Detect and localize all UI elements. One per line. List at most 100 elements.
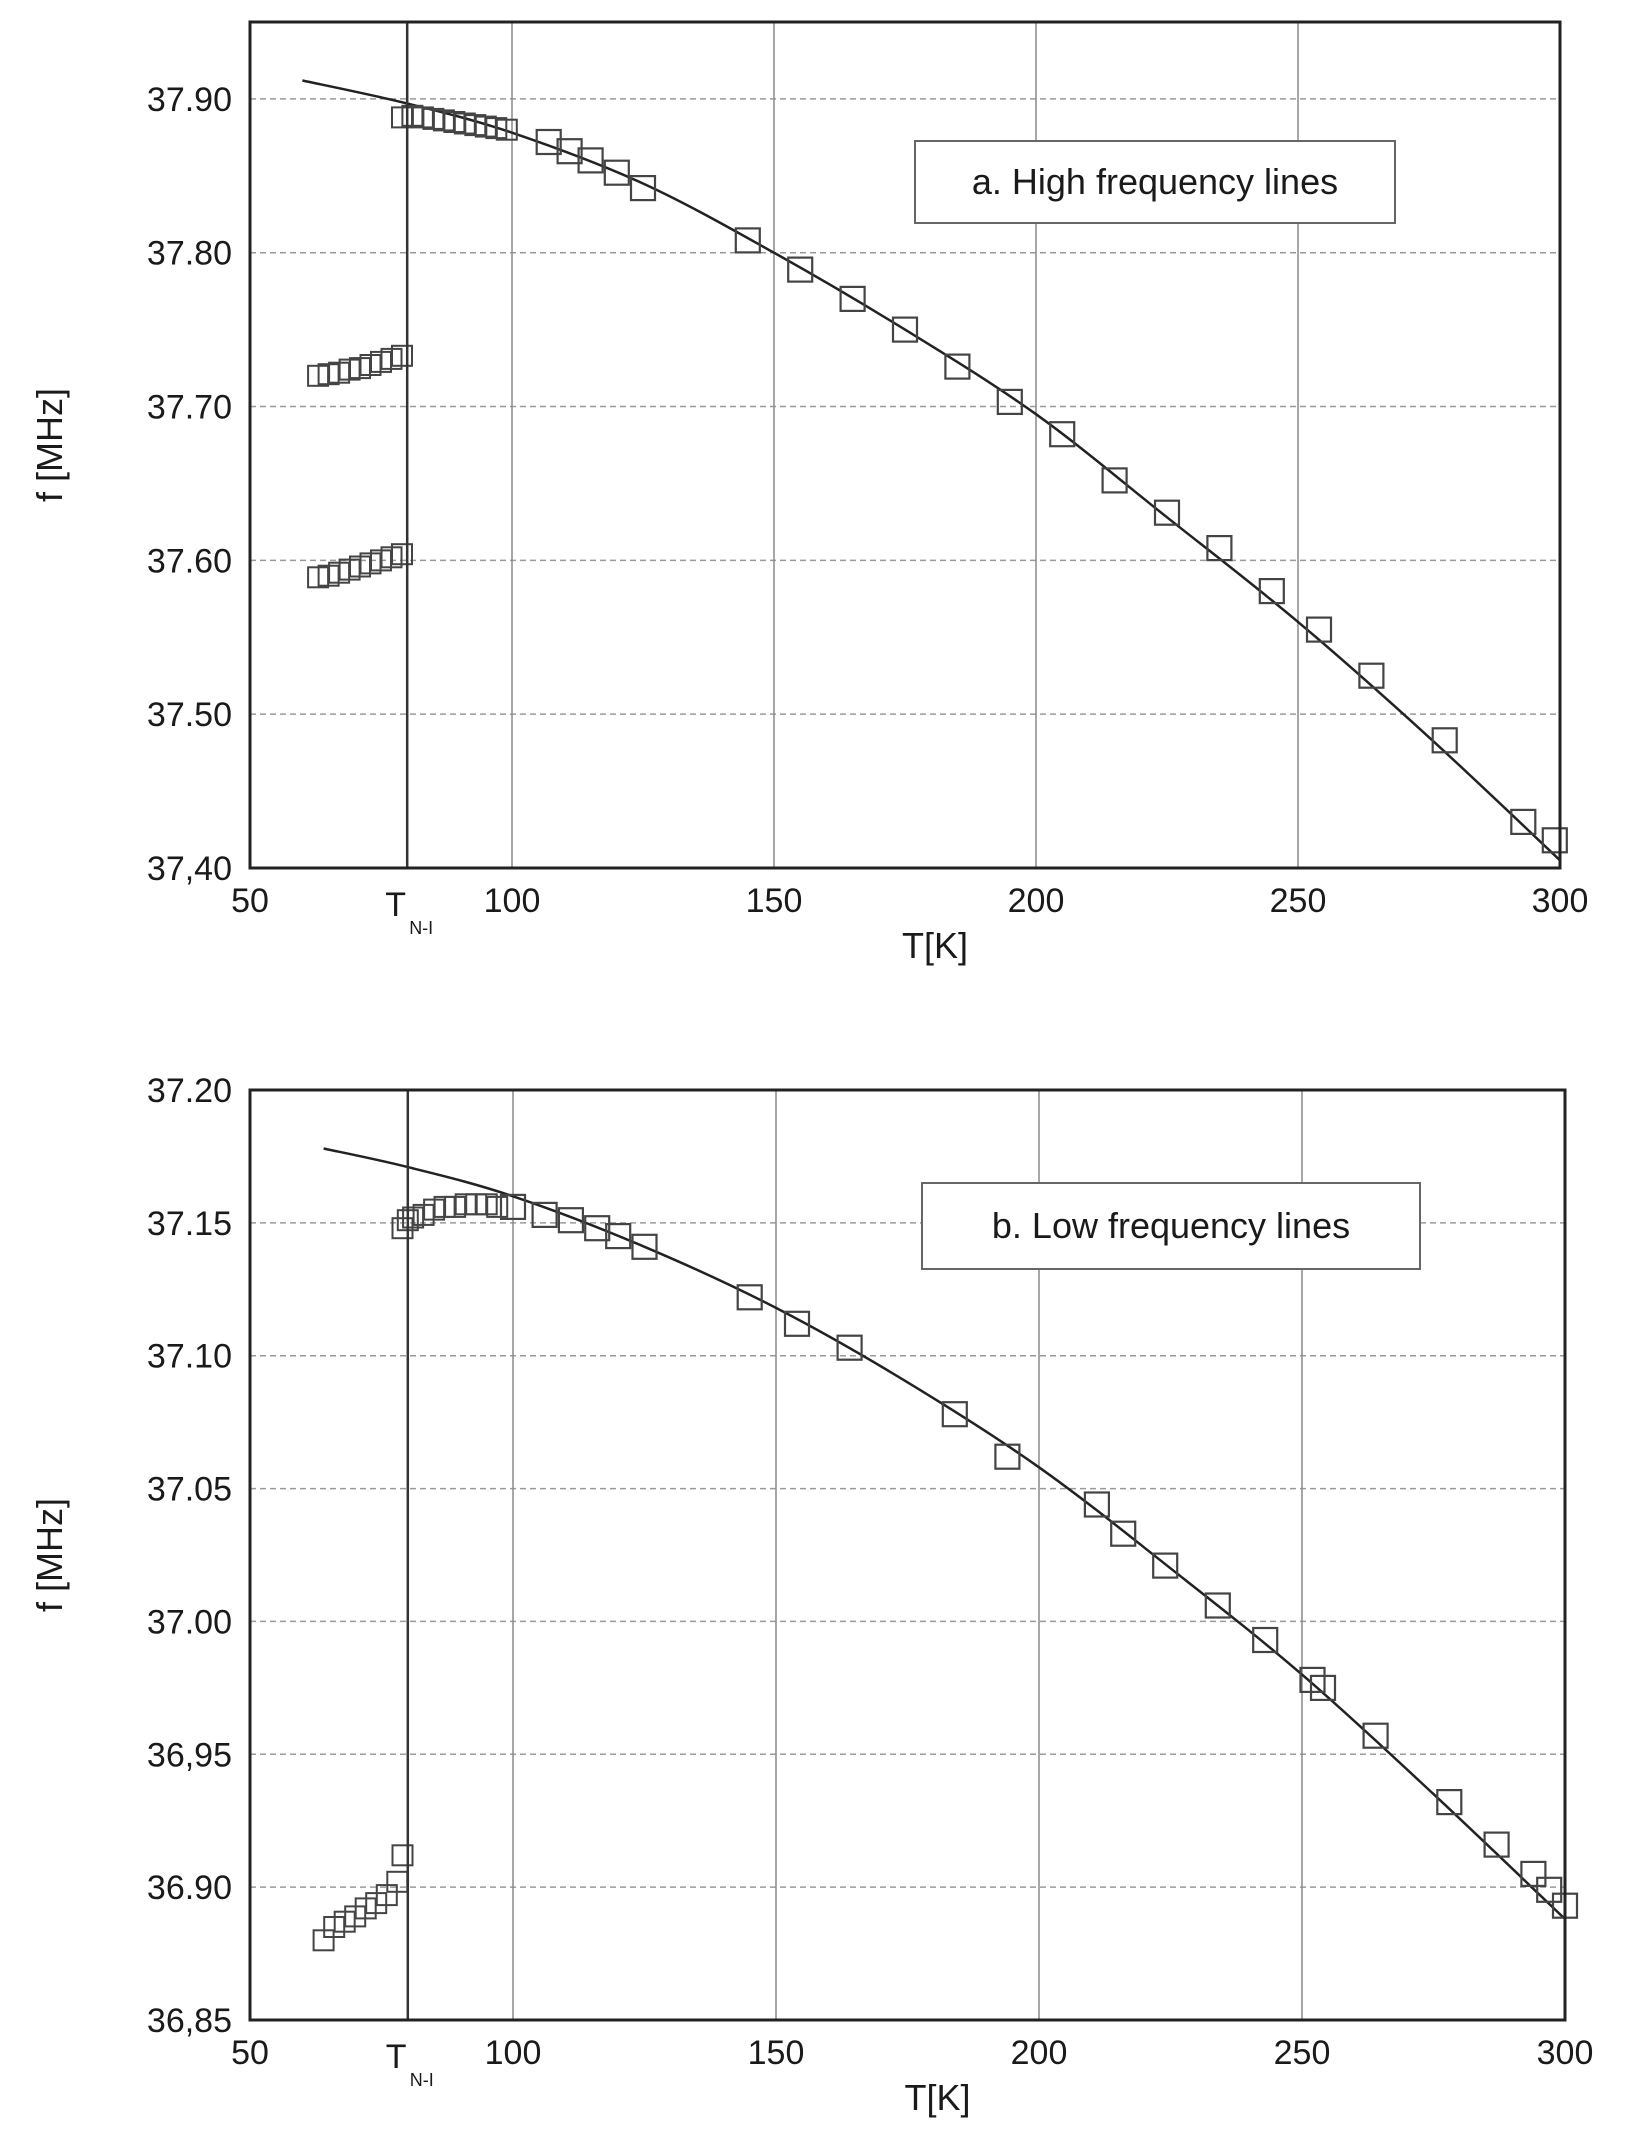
data-point-main	[1258, 577, 1285, 605]
data-point-main	[1536, 1876, 1563, 1903]
data-point-main	[891, 316, 919, 343]
data-point-main	[1204, 1592, 1231, 1619]
plot-frame	[248, 20, 1562, 870]
x-tick-label: 300	[1532, 882, 1589, 920]
data-point-main	[1206, 534, 1233, 562]
data-markers	[312, 1193, 1579, 1952]
x-tick-label: 50	[231, 2034, 269, 2072]
y-tick-label: 36,85	[147, 2002, 232, 2040]
x-tick-label: 150	[746, 882, 803, 920]
transition-label-subscript: N-I	[410, 2070, 434, 2090]
data-point-main	[1299, 1666, 1326, 1694]
data-point-main	[531, 1201, 558, 1229]
y-tick-label: 37.80	[147, 235, 232, 273]
x-tick-label: 50	[231, 882, 269, 920]
data-point-main	[1510, 808, 1537, 836]
x-tick-label: 300	[1537, 2034, 1594, 2072]
x-tick-label: 200	[1008, 882, 1065, 920]
data-point-main	[736, 1284, 763, 1311]
legend-box: b. Low frequency lines	[921, 1182, 1421, 1270]
chart-panel-a: 37,40 37.50 37.60 37.70 37.80 37.90 50 100 150 2…	[29, 20, 1588, 966]
y-tick-label: 37.10	[147, 1338, 232, 1376]
data-point-main	[584, 1215, 611, 1242]
data-point-main	[603, 159, 630, 186]
data-point-main	[1309, 1674, 1337, 1702]
y-tick-label: 37.20	[147, 1072, 232, 1110]
data-point-main	[557, 1207, 585, 1234]
data-point-main	[1252, 1626, 1279, 1654]
data-markers	[307, 104, 1568, 854]
data-point-main	[944, 353, 971, 380]
data-point-main	[1541, 827, 1568, 854]
transition-label-subscript: N-I	[409, 918, 433, 938]
x-tick-label: 200	[1011, 2034, 1068, 2072]
legend-frame	[914, 140, 1396, 224]
x-tick-label: 100	[485, 2034, 542, 2072]
data-point-split-upper	[391, 344, 413, 367]
y-tick-label: 37.50	[147, 696, 232, 734]
data-point-main	[577, 147, 604, 174]
y-tick-label: 37.60	[147, 542, 232, 580]
y-tick-label: 37.90	[147, 81, 232, 119]
x-tick-label: 250	[1274, 2034, 1331, 2072]
chart-title: b. Low frequency lines	[992, 1205, 1350, 1246]
y-tick-label: 37.00	[147, 1603, 232, 1641]
y-tick-label: 36,95	[147, 1736, 232, 1774]
data-point-main	[994, 1443, 1021, 1470]
data-point-main	[1049, 421, 1076, 448]
data-point-main	[629, 175, 657, 202]
x-tick-label: 100	[484, 882, 541, 920]
y-axis-label: f [MHz]	[29, 388, 70, 502]
x-tick-label: 150	[748, 2034, 805, 2072]
data-point-main	[495, 118, 518, 141]
data-point-main	[996, 388, 1023, 415]
y-tick-label: 37,40	[147, 850, 232, 888]
y-tick-label: 37.15	[147, 1205, 232, 1243]
chart-title: a. High frequency lines	[972, 161, 1338, 202]
x-tick-labels: 50 100 150 200 250 300	[231, 882, 1588, 920]
y-tick-labels: 36,85 36.90 36,95 37.00 37.05 37.10 37.15 37.20	[147, 1072, 232, 2040]
data-point-main	[499, 1193, 527, 1221]
data-point-main	[631, 1233, 658, 1260]
data-point-main	[486, 1195, 509, 1218]
data-point-main	[839, 285, 866, 312]
data-point-main	[1483, 1831, 1510, 1858]
data-point-main	[734, 227, 761, 254]
data-point-main	[1083, 1491, 1111, 1518]
data-point-main	[1358, 662, 1385, 689]
data-point-split-lower	[391, 543, 413, 566]
x-tick-label: 250	[1270, 882, 1327, 920]
x-tick-labels: 50 100 150 200 250 300	[231, 2034, 1593, 2072]
data-point-main	[1305, 616, 1333, 643]
transition-temperature-label: T N-I	[386, 2038, 434, 2090]
x-axis-label: T[K]	[902, 925, 968, 966]
data-point-main	[941, 1401, 968, 1428]
data-point-main	[1436, 1788, 1463, 1816]
legend-box: a. High frequency lines	[914, 140, 1396, 224]
data-point-split	[391, 1844, 414, 1867]
data-point-main	[556, 138, 583, 165]
y-tick-label: 37.05	[147, 1471, 232, 1509]
y-axis-label: f [MHz]	[29, 1498, 70, 1612]
transition-label-main: T	[385, 886, 406, 924]
data-point-main	[1110, 1520, 1137, 1547]
plot-frame	[248, 1088, 1567, 2022]
y-tick-labels: 37,40 37.50 37.60 37.70 37.80 37.90	[147, 81, 232, 888]
data-point-main	[1153, 499, 1181, 526]
data-point-main	[783, 1310, 811, 1337]
data-point-main	[605, 1222, 632, 1250]
data-point-main	[836, 1334, 863, 1361]
data-point-main	[1431, 727, 1458, 754]
transition-label-main: T	[386, 2038, 407, 2076]
chart-panel-b: 36,85 36.90 36,95 37.00 37.05 37.10 37.15 37.20…	[29, 1072, 1593, 2118]
y-tick-label: 36.90	[147, 1869, 232, 1907]
data-point-main	[1362, 1722, 1389, 1749]
data-point-main	[535, 128, 562, 156]
legend-frame	[921, 1182, 1421, 1270]
y-tick-label: 37.70	[147, 389, 232, 427]
transition-temperature-label: T N-I	[385, 886, 433, 938]
data-point-main	[1520, 1860, 1547, 1888]
data-point-main	[1101, 467, 1128, 494]
data-point-main	[1152, 1552, 1179, 1579]
